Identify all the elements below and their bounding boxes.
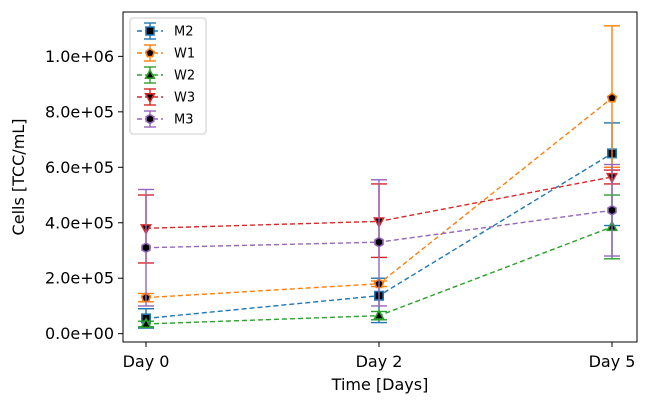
legend-marker xyxy=(144,93,156,104)
y-axis: 0.0e+00 2.0e+05 4.0e+05 6.0e+05 8.0e+05 1.0e+… xyxy=(45,47,123,343)
legend-item-M3: M3 xyxy=(137,110,194,128)
y-tick-label: 0.0e+00 xyxy=(45,324,114,343)
y-tick-label: 2.0e+05 xyxy=(45,269,114,288)
legend-item-W2: W2 xyxy=(137,66,195,84)
x-axis: Day 0 Day 2 Day 5 xyxy=(123,342,636,371)
x-tick-label: Day 0 xyxy=(123,352,170,371)
data-point-M3 xyxy=(607,204,617,216)
legend-label: W2 xyxy=(174,69,195,84)
y-axis-label: Cells [TCC/mL] xyxy=(9,119,28,236)
x-axis-label: Time [Days] xyxy=(331,375,429,394)
legend-marker xyxy=(145,113,155,125)
x-tick-label: Day 2 xyxy=(356,352,403,371)
legend-item-M2: M2 xyxy=(137,22,194,40)
y-tick-label: 1.0e+06 xyxy=(45,47,114,66)
y-tick-label: 6.0e+05 xyxy=(45,158,114,177)
series-M3 xyxy=(138,163,620,307)
legend-label: M3 xyxy=(174,113,194,128)
y-tick-label: 8.0e+05 xyxy=(45,102,114,121)
x-tick-label: Day 5 xyxy=(589,352,636,371)
data-point-M3 xyxy=(374,236,384,248)
y-tick-label: 4.0e+05 xyxy=(45,213,114,232)
legend-label: M2 xyxy=(174,25,194,40)
legend-marker xyxy=(144,68,156,79)
series-layer xyxy=(138,25,620,329)
legend: M2 W1 W2 W3 M3 xyxy=(129,17,207,135)
data-point-M3 xyxy=(141,242,151,254)
legend-marker xyxy=(144,47,156,58)
legend-marker xyxy=(145,26,155,36)
data-point-W1 xyxy=(606,92,618,103)
legend-label: W3 xyxy=(174,91,195,106)
data-point-W2 xyxy=(373,308,385,320)
legend-label: W1 xyxy=(174,47,195,62)
legend-item-W3: W3 xyxy=(137,88,195,106)
legend-item-W1: W1 xyxy=(137,44,195,62)
data-point-W2 xyxy=(140,317,152,329)
